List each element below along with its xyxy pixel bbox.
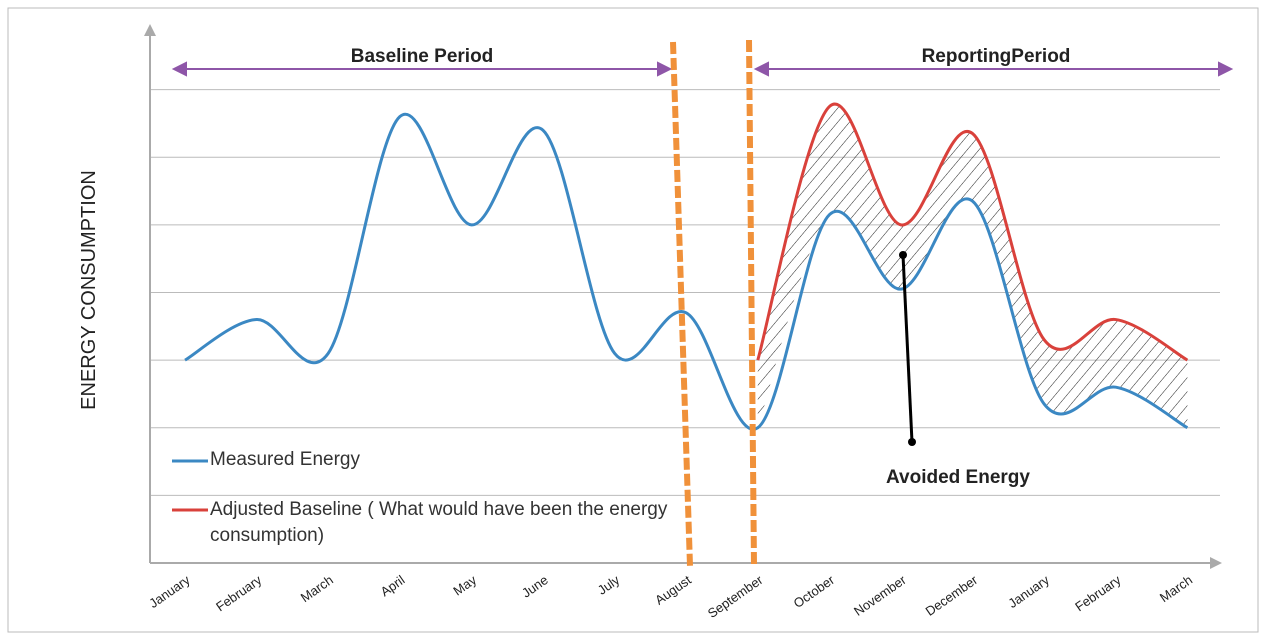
- y-axis-arrow: [144, 24, 156, 36]
- x-tick-label: February: [213, 572, 265, 614]
- annotation: Baseline Period: [351, 46, 494, 67]
- avoided-area: [757, 104, 1188, 428]
- x-tick-label: December: [923, 572, 981, 619]
- x-tick-label: July: [595, 572, 623, 598]
- x-tick-label: January: [1005, 572, 1052, 611]
- line-series: [756, 102, 1189, 362]
- frame: [7, 7, 1259, 633]
- y-axis-label: ENERGY CONSUMPTION: [78, 170, 100, 410]
- annotation-pointer: [901, 254, 914, 443]
- x-tick-label: March: [298, 572, 336, 605]
- x-tick-label: January: [146, 572, 193, 611]
- period-divider: [746, 39, 757, 567]
- x-tick-label: August: [652, 572, 694, 608]
- legend-entry: Measured Energy: [210, 449, 360, 470]
- x-tick-label: November: [851, 572, 909, 619]
- legend-entry: Adjusted Baseline ( What would have been…: [210, 499, 668, 546]
- x-tick-label: March: [1157, 572, 1195, 605]
- x-tick-label: September: [705, 572, 766, 621]
- x-tick-label: April: [378, 572, 408, 599]
- annotation-dot: [899, 251, 907, 259]
- baseline-arrow: [171, 61, 673, 77]
- reporting-arrow: [753, 61, 1234, 77]
- x-axis-arrow: [1210, 557, 1222, 569]
- x-tick-label: February: [1072, 572, 1124, 614]
- annotation: Avoided Energy: [886, 467, 1030, 488]
- annotation: ReportingPeriod: [922, 46, 1071, 67]
- line-series: [184, 112, 1189, 431]
- period-divider: [670, 41, 693, 567]
- annotation-dot: [908, 438, 916, 446]
- x-tick-label: October: [791, 572, 838, 611]
- x-tick-label: June: [519, 572, 551, 600]
- x-tick-label: May: [450, 572, 479, 599]
